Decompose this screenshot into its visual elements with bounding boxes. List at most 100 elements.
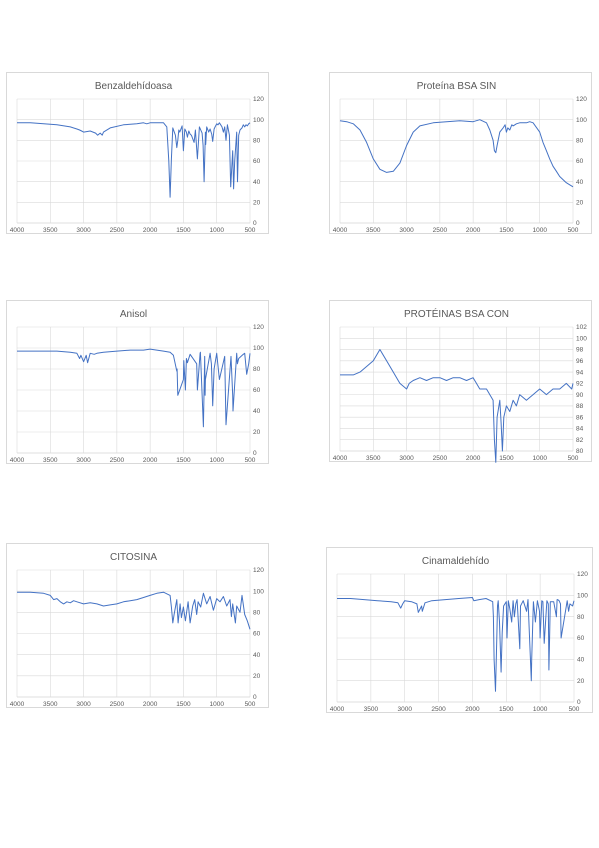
x-tick-label: 2000 bbox=[143, 701, 158, 708]
chart-svg: CITOSINA 0 20 40 60 80 100 120 4000 3500 3000 2500 2… bbox=[10, 552, 264, 708]
x-tick-label: 2500 bbox=[110, 701, 125, 708]
chart-proteina-bsa-sin: Proteína BSA SIN 0 20 40 60 80 100 120 4000 3500 3… bbox=[329, 72, 592, 234]
series-line bbox=[337, 597, 575, 692]
y-tick-label: 100 bbox=[253, 588, 264, 595]
y-tick-label: 120 bbox=[576, 96, 587, 103]
y-tick-label: 20 bbox=[576, 200, 584, 207]
chart-proteinas-bsa-con: PROTÉINAS BSA CON 80 82 84 86 88 90 92 94 96 98 100… bbox=[329, 300, 592, 463]
x-tick-label: 1500 bbox=[176, 701, 191, 708]
x-tick-label: 3000 bbox=[397, 706, 412, 713]
x-tick-label: 4000 bbox=[333, 227, 348, 234]
x-tick-label: 2000 bbox=[465, 706, 480, 713]
y-tick-label: 80 bbox=[576, 448, 584, 455]
chart-title: Benzaldehídoasa bbox=[95, 81, 173, 92]
y-tick-label: 90 bbox=[576, 392, 584, 399]
y-tick-label: 120 bbox=[253, 567, 264, 574]
y-tick-label: 20 bbox=[253, 673, 261, 680]
y-tick-label: 102 bbox=[576, 324, 587, 331]
x-tick-label: 2000 bbox=[466, 227, 481, 234]
x-tick-label: 3500 bbox=[43, 701, 58, 708]
y-tick-label: 96 bbox=[576, 358, 584, 365]
series-line bbox=[340, 349, 574, 463]
y-tick-label: 40 bbox=[577, 657, 585, 664]
y-tick-label: 80 bbox=[253, 610, 261, 617]
x-tick-label: 1000 bbox=[532, 227, 547, 234]
y-tick-label: 80 bbox=[576, 138, 584, 145]
series-line bbox=[17, 591, 251, 630]
y-tick-label: 80 bbox=[253, 366, 261, 373]
x-tick-label: 3500 bbox=[43, 227, 58, 234]
x-tick-label: 3500 bbox=[366, 227, 381, 234]
chart-citosina: CITOSINA 0 20 40 60 80 100 120 4000 3500 3000 2500 2… bbox=[6, 543, 269, 708]
y-tick-label: 100 bbox=[576, 335, 587, 342]
x-tick-label: 1500 bbox=[499, 706, 514, 713]
x-tick-label: 500 bbox=[568, 227, 579, 234]
x-tick-label: 3000 bbox=[76, 701, 91, 708]
series-line bbox=[339, 119, 574, 188]
x-tick-label: 500 bbox=[245, 457, 256, 464]
y-tick-label: 100 bbox=[576, 117, 587, 124]
y-tick-label: 92 bbox=[576, 381, 584, 388]
y-tick-label: 120 bbox=[253, 324, 264, 331]
y-tick-label: 60 bbox=[576, 158, 584, 165]
y-tick-label: 20 bbox=[253, 429, 261, 436]
chart-title: Cinamaldehído bbox=[422, 556, 490, 567]
chart-svg: Benzaldehídoasa 0 20 40 60 80 100 120 4000 3500 30… bbox=[10, 81, 264, 234]
y-tick-label: 100 bbox=[253, 117, 264, 124]
x-tick-label: 3500 bbox=[366, 455, 381, 462]
chart-svg: Proteína BSA SIN 0 20 40 60 80 100 120 4000 3500 3… bbox=[333, 81, 587, 234]
x-tick-label: 1000 bbox=[209, 701, 224, 708]
y-tick-label: 0 bbox=[577, 699, 581, 706]
y-tick-label: 120 bbox=[577, 571, 588, 578]
x-tick-label: 500 bbox=[568, 455, 579, 462]
y-tick-label: 0 bbox=[253, 220, 257, 227]
y-tick-label: 82 bbox=[576, 437, 584, 444]
x-tick-label: 500 bbox=[569, 706, 580, 713]
x-tick-label: 3000 bbox=[399, 227, 414, 234]
y-tick-label: 98 bbox=[576, 347, 584, 354]
y-tick-label: 0 bbox=[253, 694, 257, 701]
x-tick-label: 2000 bbox=[143, 457, 158, 464]
y-tick-label: 100 bbox=[577, 593, 588, 600]
chart-title: Proteína BSA SIN bbox=[417, 81, 497, 92]
x-tick-label: 500 bbox=[245, 227, 256, 234]
x-tick-label: 1000 bbox=[209, 457, 224, 464]
x-tick-label: 4000 bbox=[10, 701, 25, 708]
x-tick-label: 1500 bbox=[499, 227, 514, 234]
x-tick-label: 2000 bbox=[143, 227, 158, 234]
y-tick-label: 20 bbox=[577, 678, 585, 685]
y-tick-label: 60 bbox=[253, 158, 261, 165]
x-tick-label: 4000 bbox=[10, 457, 25, 464]
y-tick-label: 94 bbox=[576, 369, 584, 376]
chart-title: CITOSINA bbox=[110, 552, 157, 563]
y-tick-label: 84 bbox=[576, 426, 584, 433]
x-tick-label: 2500 bbox=[110, 457, 125, 464]
y-tick-label: 20 bbox=[253, 200, 261, 207]
x-tick-label: 4000 bbox=[333, 455, 348, 462]
y-tick-label: 60 bbox=[253, 387, 261, 394]
y-tick-label: 100 bbox=[253, 345, 264, 352]
y-tick-label: 86 bbox=[576, 414, 584, 421]
x-tick-label: 1000 bbox=[532, 455, 547, 462]
series-line bbox=[17, 348, 251, 428]
series-line bbox=[17, 122, 251, 198]
x-tick-label: 2500 bbox=[110, 227, 125, 234]
y-tick-label: 0 bbox=[576, 220, 580, 227]
y-tick-label: 80 bbox=[577, 614, 585, 621]
y-tick-label: 0 bbox=[253, 450, 257, 457]
x-tick-label: 1500 bbox=[176, 227, 191, 234]
y-tick-label: 60 bbox=[253, 631, 261, 638]
y-tick-label: 40 bbox=[576, 179, 584, 186]
y-tick-label: 40 bbox=[253, 652, 261, 659]
x-tick-label: 3000 bbox=[76, 227, 91, 234]
x-tick-label: 2000 bbox=[466, 455, 481, 462]
x-tick-label: 1000 bbox=[533, 706, 548, 713]
x-tick-label: 3500 bbox=[364, 706, 379, 713]
x-tick-label: 3000 bbox=[399, 455, 414, 462]
chart-anisol: Anisol 0 20 40 60 80 100 120 4000 3500 3000 2500 200… bbox=[6, 300, 269, 464]
chart-svg: PROTÉINAS BSA CON 80 82 84 86 88 90 92 94 96 98 100… bbox=[333, 307, 587, 463]
chart-cinamaldehido: Cinamaldehído 0 20 40 60 80 100 120 4000 3500 3000… bbox=[326, 547, 593, 713]
x-tick-label: 500 bbox=[245, 701, 256, 708]
y-tick-label: 120 bbox=[253, 96, 264, 103]
x-tick-label: 1500 bbox=[176, 457, 191, 464]
